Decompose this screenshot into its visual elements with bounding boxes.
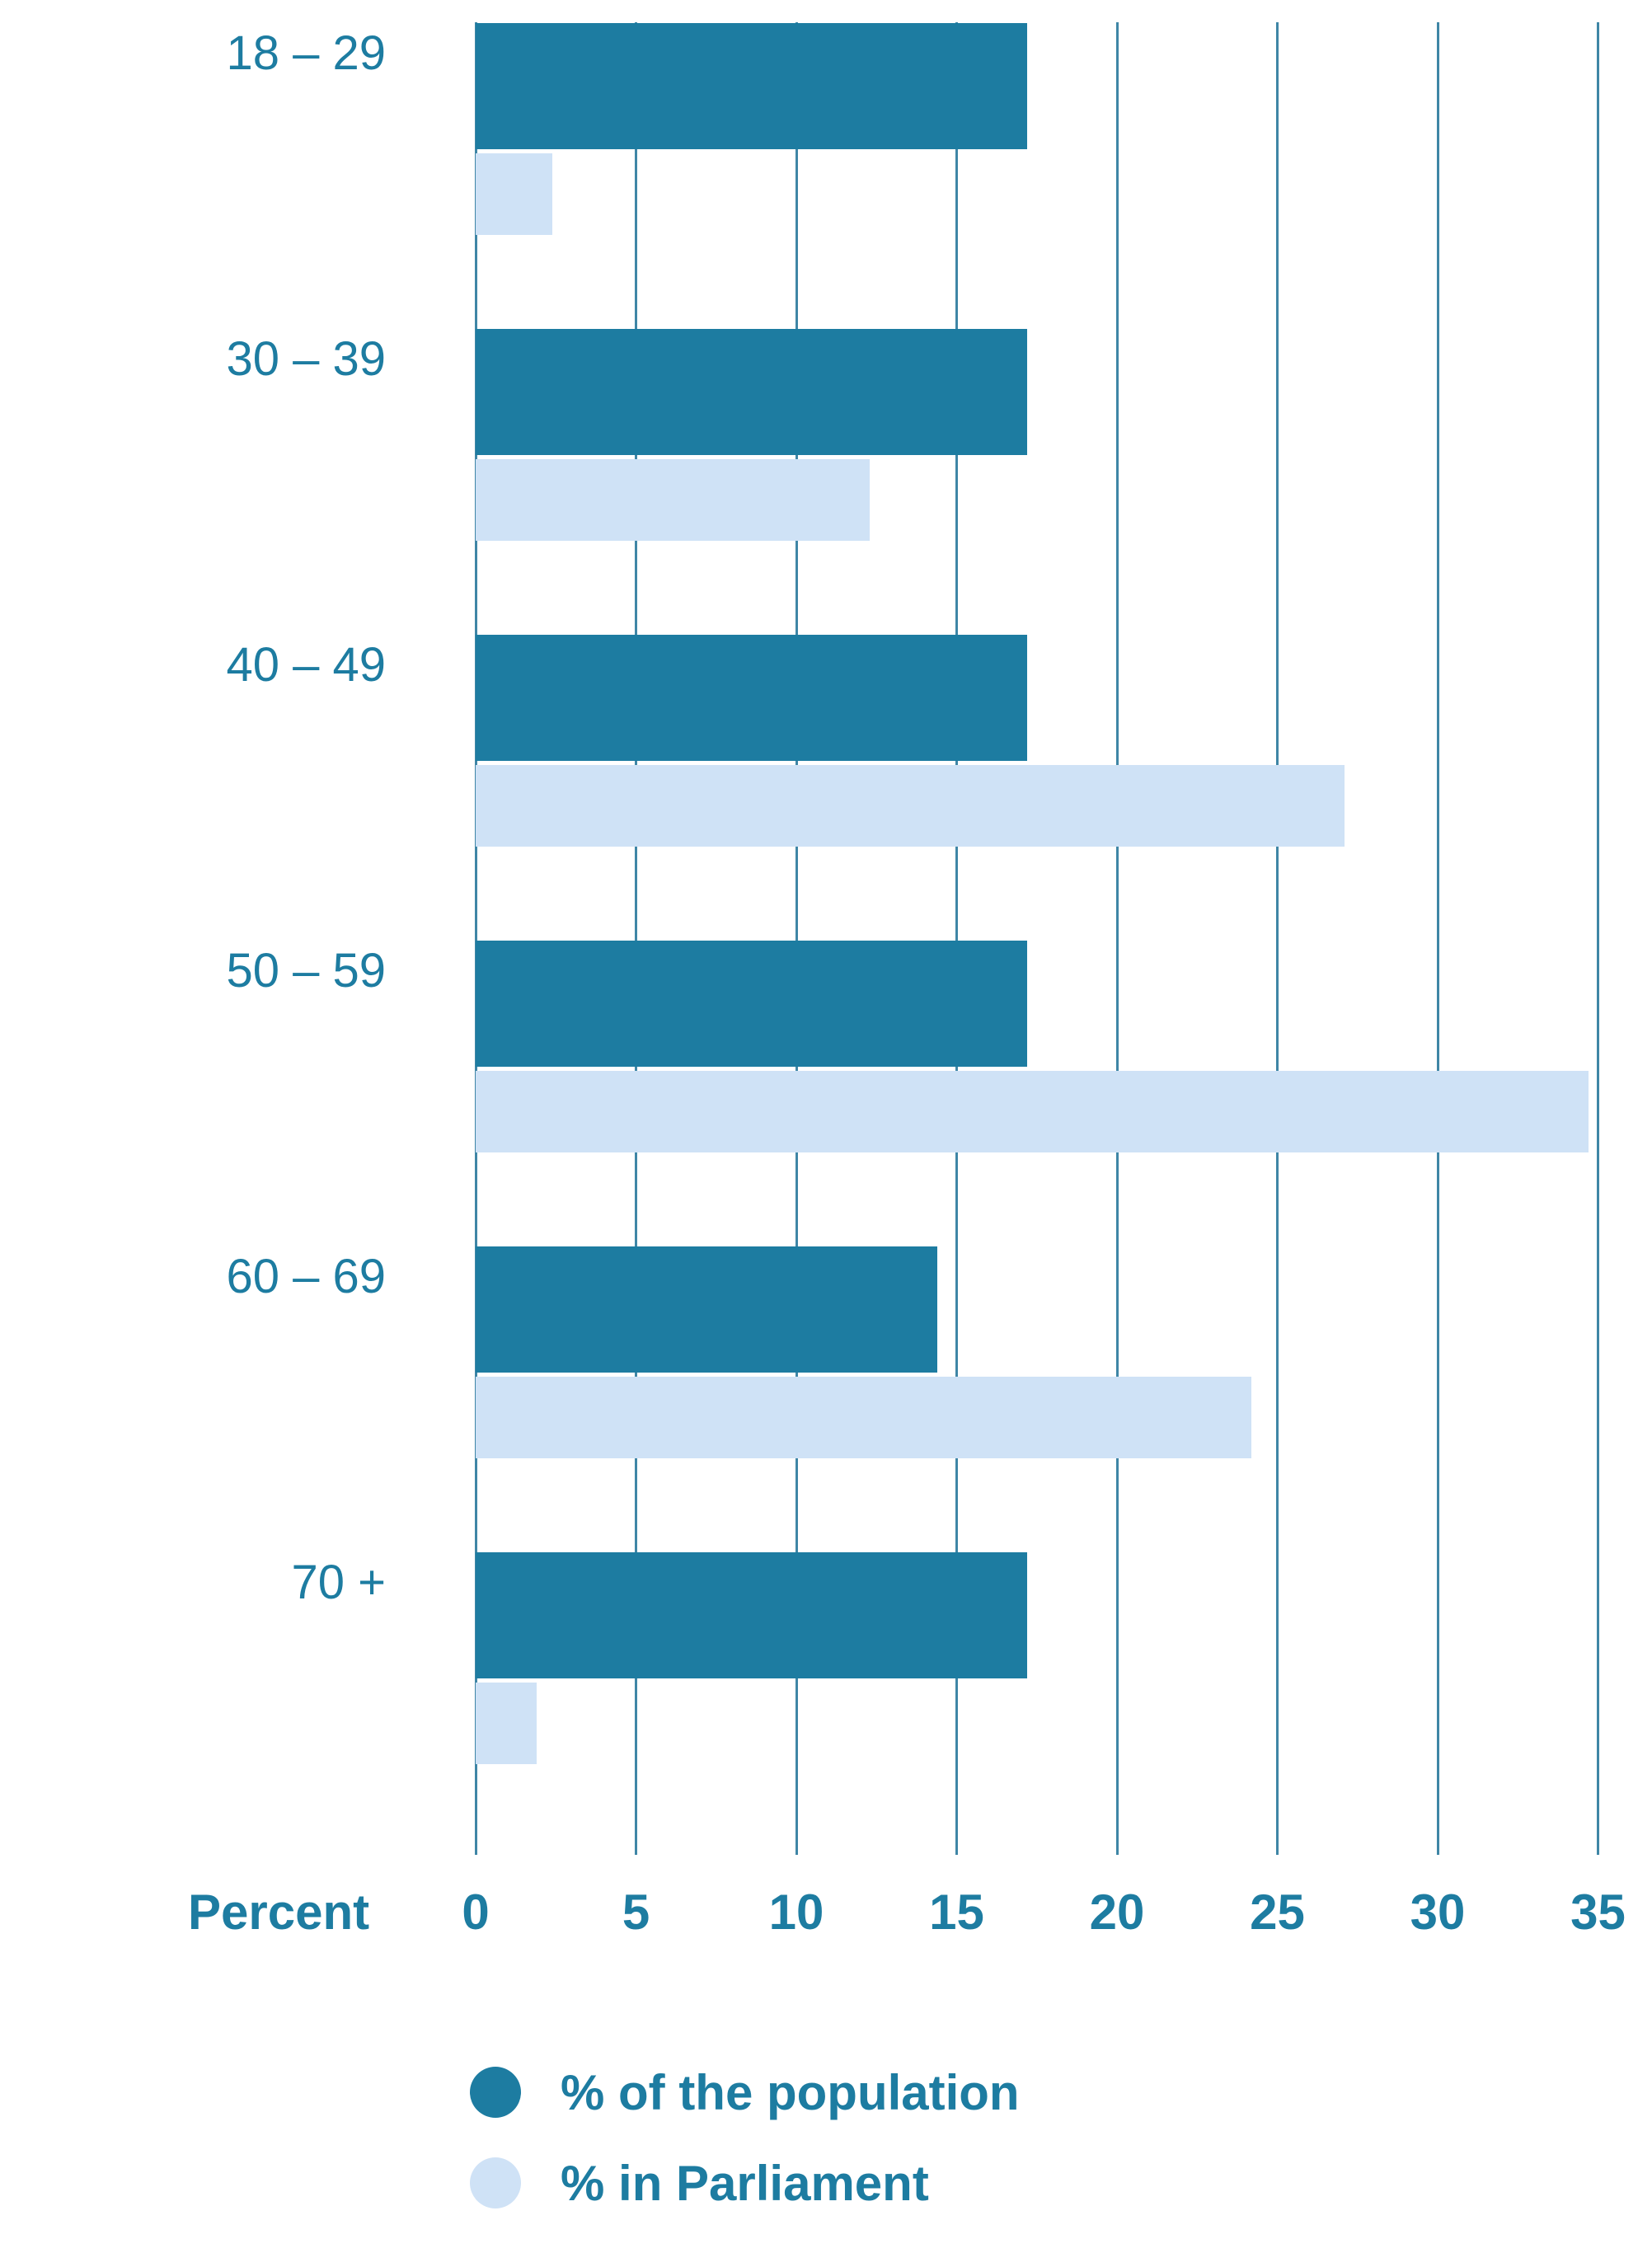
category-label: 50 – 59 [226,944,386,997]
gridline-30 [1436,22,1439,1855]
x-tick-label-5: 5 [622,1885,650,1940]
gridline-0 [474,22,477,1855]
gridline-15 [955,22,958,1855]
population-bar [476,23,1027,149]
population-bar [476,329,1027,455]
legend-dot-parliament [470,2157,521,2208]
legend-label-parliament: % in Parliament [561,2156,929,2211]
population-bar [476,1246,937,1373]
gridline-20 [1115,22,1119,1855]
x-tick-label-35: 35 [1570,1885,1626,1940]
category-label: 70 + [291,1556,387,1609]
gridline-5 [635,22,637,1855]
gridline-25 [1276,22,1279,1855]
x-tick-label-20: 20 [1089,1885,1145,1940]
parliament-bar [476,1683,537,1764]
gridline-35 [1597,22,1599,1855]
parliament-bar [476,459,870,541]
population-bar [476,635,1027,761]
x-tick-label-10: 10 [768,1885,824,1940]
parliament-bar [476,153,552,235]
category-label: 60 – 69 [226,1250,386,1303]
parliament-bar [476,1377,1251,1458]
x-tick-label-25: 25 [1250,1885,1305,1940]
x-tick-label-15: 15 [929,1885,984,1940]
category-label: 30 – 39 [226,332,386,386]
gridline-10 [795,22,798,1855]
legend-label-population: % of the population [561,2065,1020,2120]
population-bar [476,1552,1027,1678]
parliament-bar [476,1071,1589,1152]
legend-dot-population [470,2067,521,2118]
population-bar [476,941,1027,1067]
x-axis-title: Percent [188,1885,370,1940]
parliament-bar [476,765,1345,847]
x-tick-label-0: 0 [462,1885,490,1940]
category-label: 40 – 49 [226,638,386,692]
x-tick-label-30: 30 [1410,1885,1466,1940]
category-label: 18 – 29 [226,26,386,80]
